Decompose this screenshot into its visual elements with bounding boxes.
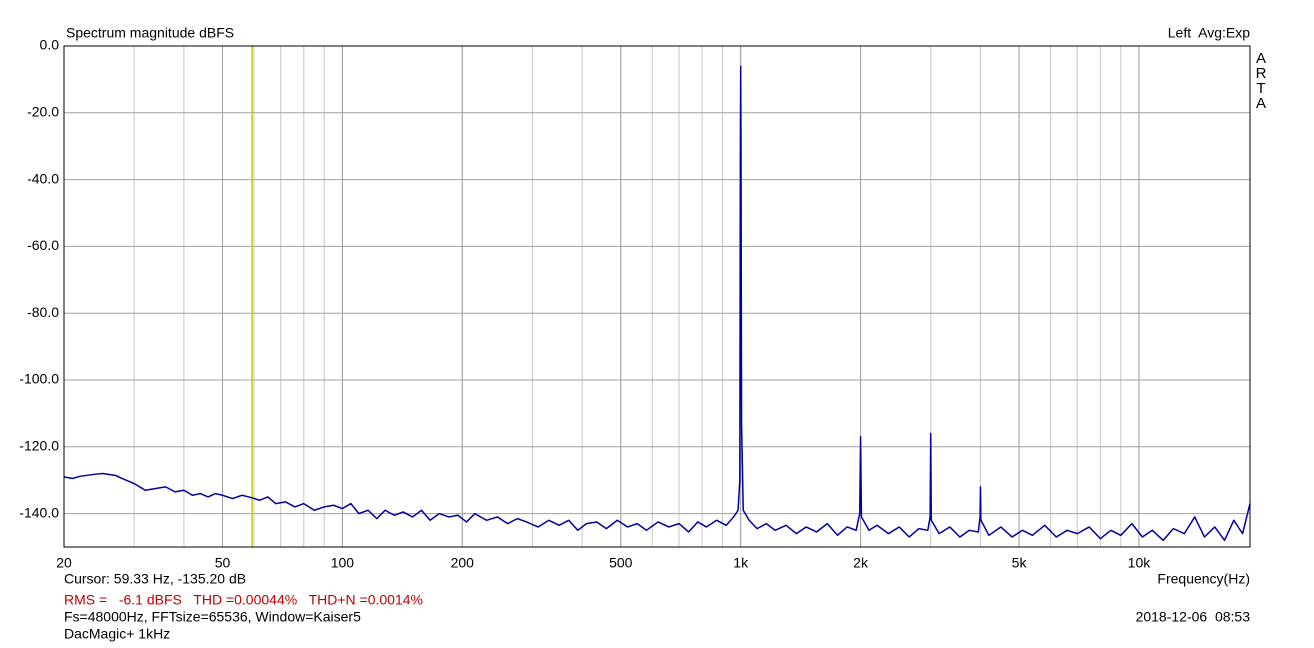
x-tick-label: 5k [1012,555,1028,571]
y-tick-label: -100.0 [19,371,59,387]
measurements: RMS = -6.1 dBFS THD =0.00044% THD+N =0.0… [64,592,423,608]
device: DacMagic+ 1kHz [64,626,170,642]
x-tick-label: 1k [733,555,749,571]
y-tick-label: -80.0 [27,304,59,320]
plot-frame [63,45,1251,548]
cursor-readout: Cursor: 59.33 Hz, -135.20 dB [64,571,246,587]
y-tick-label: -140.0 [19,504,59,520]
spectrum-line [63,65,1251,542]
x-tick-label: 20 [56,555,72,571]
x-tick-label: 50 [215,555,231,571]
y-tick-label: -120.0 [19,438,59,454]
timestamp: 2018-12-06 08:53 [1136,609,1251,625]
brand: ARTA [1253,50,1270,110]
x-axis-label: Frequency(Hz) [1157,571,1250,587]
y-tick-label: 0.0 [40,37,60,53]
x-tick-label: 200 [451,555,475,571]
y-tick-label: -20.0 [27,104,59,120]
channel-label: Left Avg:Exp [1168,25,1250,41]
x-tick-label: 10k [1128,555,1152,571]
x-tick-label: 500 [609,555,633,571]
y-tick-label: -60.0 [27,237,59,253]
y-tick-label: -40.0 [27,170,59,186]
chart-title: Spectrum magnitude dBFS [66,25,234,41]
x-tick-label: 100 [331,555,355,571]
settings: Fs=48000Hz, FFTsize=65536, Window=Kaiser… [64,609,361,625]
x-tick-label: 2k [853,555,869,571]
